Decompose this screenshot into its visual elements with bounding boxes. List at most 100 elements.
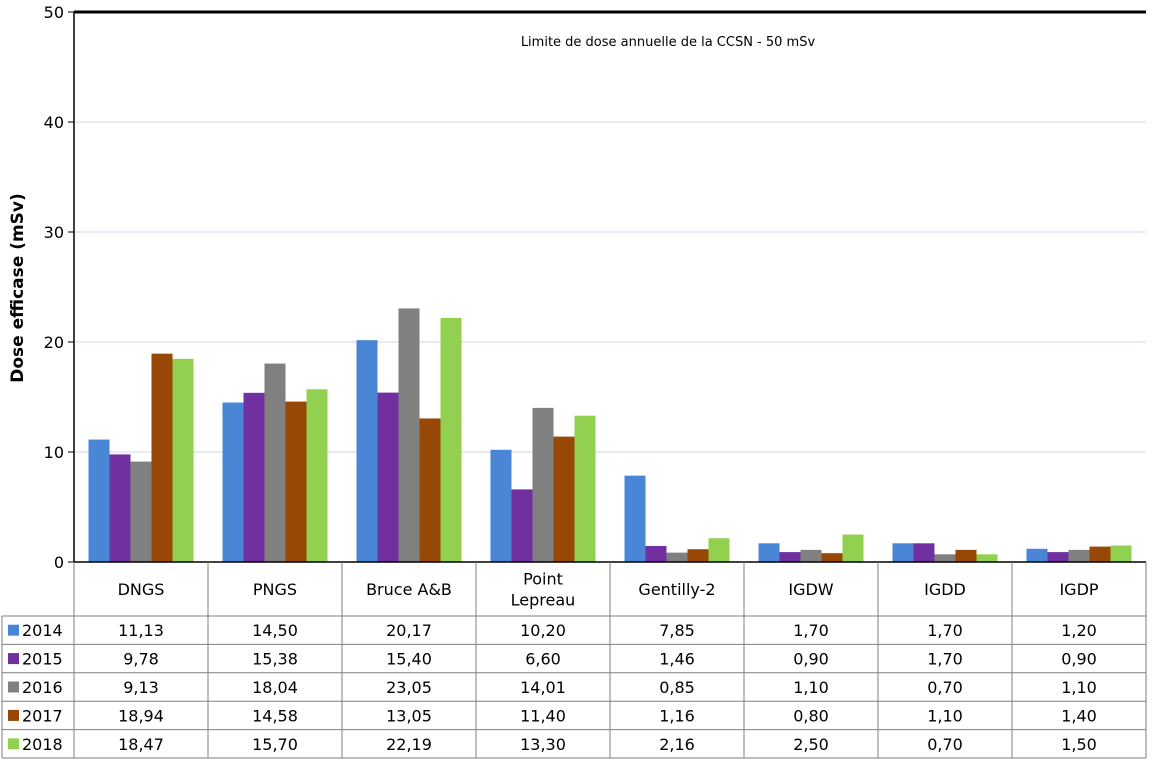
bar-2017 (955, 549, 977, 562)
data-label: 6,60 (525, 650, 561, 669)
data-label: 10,20 (520, 621, 566, 640)
data-label: 9,78 (123, 650, 159, 669)
data-label: 20,17 (386, 621, 432, 640)
bar-2017 (151, 353, 173, 562)
y-tick-label: 30 (44, 223, 64, 242)
bar-2016 (934, 554, 956, 562)
bar-2017 (1089, 546, 1111, 562)
bar-2016 (398, 308, 420, 562)
data-label: 0,80 (793, 706, 829, 725)
data-label: 1,10 (1061, 678, 1097, 697)
bar-2017 (553, 436, 575, 562)
bar-2016 (130, 461, 152, 562)
y-tick-label: 10 (44, 443, 64, 462)
bar-2017 (285, 401, 307, 562)
bar-2016 (666, 552, 688, 562)
bar-2018 (708, 538, 730, 562)
data-label: 15,38 (252, 650, 298, 669)
legend-swatch-2018 (8, 738, 19, 750)
bar-2017 (687, 549, 709, 562)
bar-2015 (645, 545, 667, 562)
bar-2018 (1110, 545, 1132, 562)
data-label: 1,10 (927, 706, 963, 725)
legend-label: 2014 (22, 621, 63, 640)
data-label: 2,16 (659, 735, 695, 754)
data-label: 1,70 (927, 621, 963, 640)
bar-2016 (1068, 549, 1090, 562)
data-label: 15,70 (252, 735, 298, 754)
data-label: 1,20 (1061, 621, 1097, 640)
bar-2015 (109, 454, 131, 562)
legend-swatch-2016 (8, 681, 19, 693)
data-label: 0,85 (659, 678, 695, 697)
category-label: Gentilly-2 (638, 580, 715, 599)
category-label: Bruce A&B (366, 580, 452, 599)
bar-2016 (264, 363, 286, 562)
y-axis-label: Dose efficase (mSv) (8, 193, 28, 383)
bar-2014 (490, 449, 512, 562)
data-label: 13,30 (520, 735, 566, 754)
data-label: 1,40 (1061, 706, 1097, 725)
bar-2014 (1026, 548, 1048, 562)
data-label: 11,40 (520, 706, 566, 725)
y-tick-label: 40 (44, 113, 64, 132)
bar-2014 (88, 439, 110, 562)
data-label: 15,40 (386, 650, 432, 669)
data-label: 18,94 (118, 706, 164, 725)
category-label: Lepreau (511, 591, 576, 610)
data-label: 7,85 (659, 621, 695, 640)
bar-2015 (377, 392, 399, 562)
data-label: 0,90 (793, 650, 829, 669)
legend-label: 2018 (22, 735, 63, 754)
bar-2014 (758, 543, 780, 562)
bar-2018 (172, 358, 194, 562)
data-label: 11,13 (118, 621, 164, 640)
bar-2018 (976, 554, 998, 562)
category-label: IGDP (1059, 580, 1098, 599)
bar-2018 (842, 534, 864, 562)
bar-2018 (574, 415, 596, 562)
data-label: 9,13 (123, 678, 159, 697)
bar-2015 (243, 392, 265, 562)
bar-2017 (821, 553, 843, 562)
bar-2015 (1047, 552, 1069, 562)
data-label: 14,01 (520, 678, 566, 697)
data-label: 0,90 (1061, 650, 1097, 669)
data-label: 18,04 (252, 678, 298, 697)
category-label: DNGS (118, 580, 165, 599)
category-label: PNGS (253, 580, 297, 599)
legend-swatch-2014 (8, 624, 19, 636)
data-label: 1,46 (659, 650, 695, 669)
y-tick-label: 50 (44, 3, 64, 22)
legend-swatch-2015 (8, 653, 19, 665)
data-label: 2,50 (793, 735, 829, 754)
bar-2016 (800, 549, 822, 562)
legend-label: 2017 (22, 706, 63, 725)
data-label: 0,70 (927, 678, 963, 697)
bar-2015 (779, 552, 801, 562)
data-label: 18,47 (118, 735, 164, 754)
data-label: 1,50 (1061, 735, 1097, 754)
data-label: 1,10 (793, 678, 829, 697)
legend-swatch-2017 (8, 709, 19, 721)
data-label: 1,16 (659, 706, 695, 725)
bar-2014 (892, 543, 914, 562)
data-label: 14,50 (252, 621, 298, 640)
category-label: Point (523, 570, 563, 589)
y-tick-label: 20 (44, 333, 64, 352)
y-tick-label: 0 (54, 553, 64, 572)
bar-2014 (356, 340, 378, 562)
data-label: 1,70 (927, 650, 963, 669)
data-label: 13,05 (386, 706, 432, 725)
data-label: 23,05 (386, 678, 432, 697)
bar-2014 (222, 402, 244, 562)
data-label: 0,70 (927, 735, 963, 754)
bar-2015 (913, 543, 935, 562)
legend-label: 2015 (22, 650, 63, 669)
bar-2014 (624, 475, 646, 562)
bar-2015 (511, 489, 533, 562)
data-label: 1,70 (793, 621, 829, 640)
legend-label: 2016 (22, 678, 63, 697)
bar-2017 (419, 418, 441, 562)
